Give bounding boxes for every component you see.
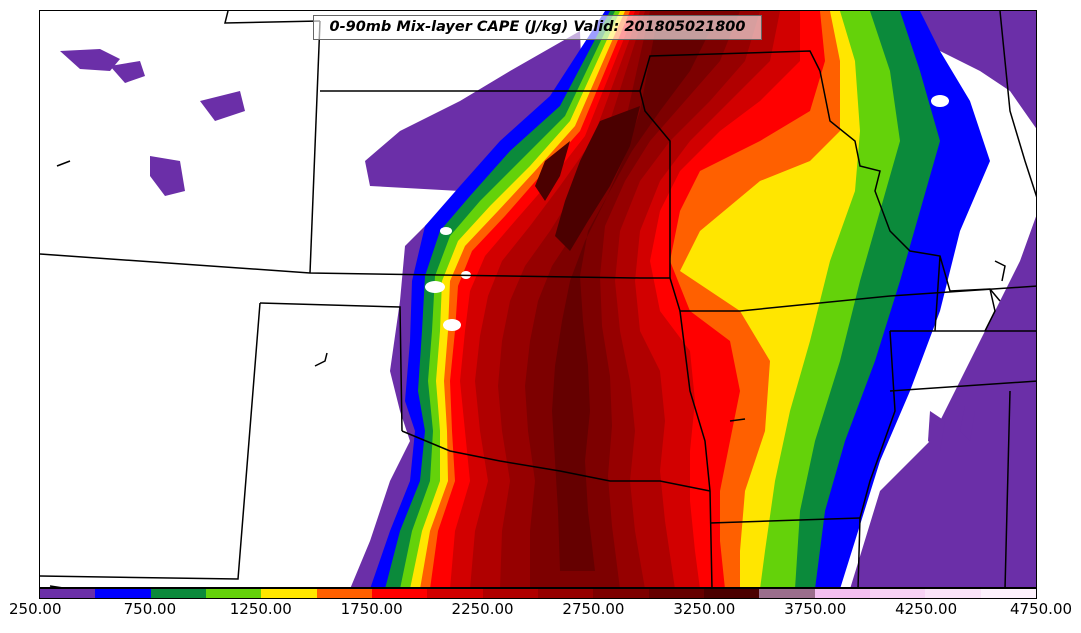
cape-void [443,319,461,331]
cape-blob [200,91,245,121]
state-boundaries [40,11,1036,587]
cape-map [40,11,1036,587]
colorbar-segment [427,589,483,598]
cape-void [425,281,445,293]
colorbar-segment [150,589,206,598]
cape-void [440,227,452,235]
colorbar-tick-label: 1250.00 [229,600,292,618]
colorbar-segment [537,589,594,598]
cape-blob [960,406,975,441]
water-features [56,160,1006,422]
colorbar-segment [95,589,151,598]
colorbar-segment [482,589,538,598]
colorbar-segment [593,589,649,598]
cape-blob [928,411,945,451]
map-title: 0-90mb Mix-layer CAPE (J/kg) Valid: 2018… [313,15,762,40]
colorbar-tick-label: 4750.00 [1010,600,1073,618]
colorbar-segment [869,589,926,598]
colorbar-segment [925,589,981,598]
colorbar-segment [261,589,317,598]
colorbar-tick-label: 250.00 [9,600,62,618]
cape-band-3250 [535,106,640,251]
colorbar-tick-label: 3750.00 [784,600,847,618]
colorbar-tick-label: 750.00 [123,600,177,618]
colorbar-tick-label: 1750.00 [340,600,403,618]
cape-void [931,95,949,107]
cape-blob [110,61,145,83]
cape-blob [60,49,120,71]
colorbar-segment [648,589,704,598]
colorbar [39,588,1037,599]
colorbar-segment [759,589,815,598]
colorbar-tick-label: 3250.00 [673,600,736,618]
colorbar-segment [205,589,262,598]
colorbar-segment [814,589,870,598]
map-panel [39,10,1037,588]
cape-blob [150,156,185,196]
colorbar-tick-label: 2750.00 [562,600,625,618]
colorbar-segment [371,589,428,598]
colorbar-segment [316,589,372,598]
colorbar-segment [703,589,760,598]
colorbar-segment [40,589,96,598]
colorbar-tick-label: 4250.00 [895,600,958,618]
colorbar-segment [980,589,1036,598]
colorbar-tick-label: 2250.00 [451,600,514,618]
